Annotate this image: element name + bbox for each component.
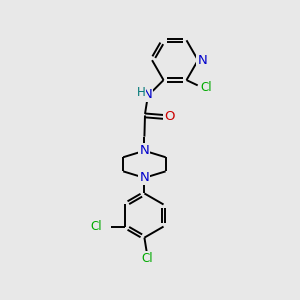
Text: Cl: Cl (91, 220, 102, 233)
Text: N: N (140, 171, 149, 184)
Text: N: N (140, 144, 149, 157)
Text: H: H (136, 86, 145, 99)
Text: O: O (164, 110, 175, 123)
Text: Cl: Cl (200, 81, 212, 94)
Text: N: N (142, 88, 152, 101)
Text: N: N (197, 54, 207, 67)
Text: Cl: Cl (141, 252, 153, 265)
